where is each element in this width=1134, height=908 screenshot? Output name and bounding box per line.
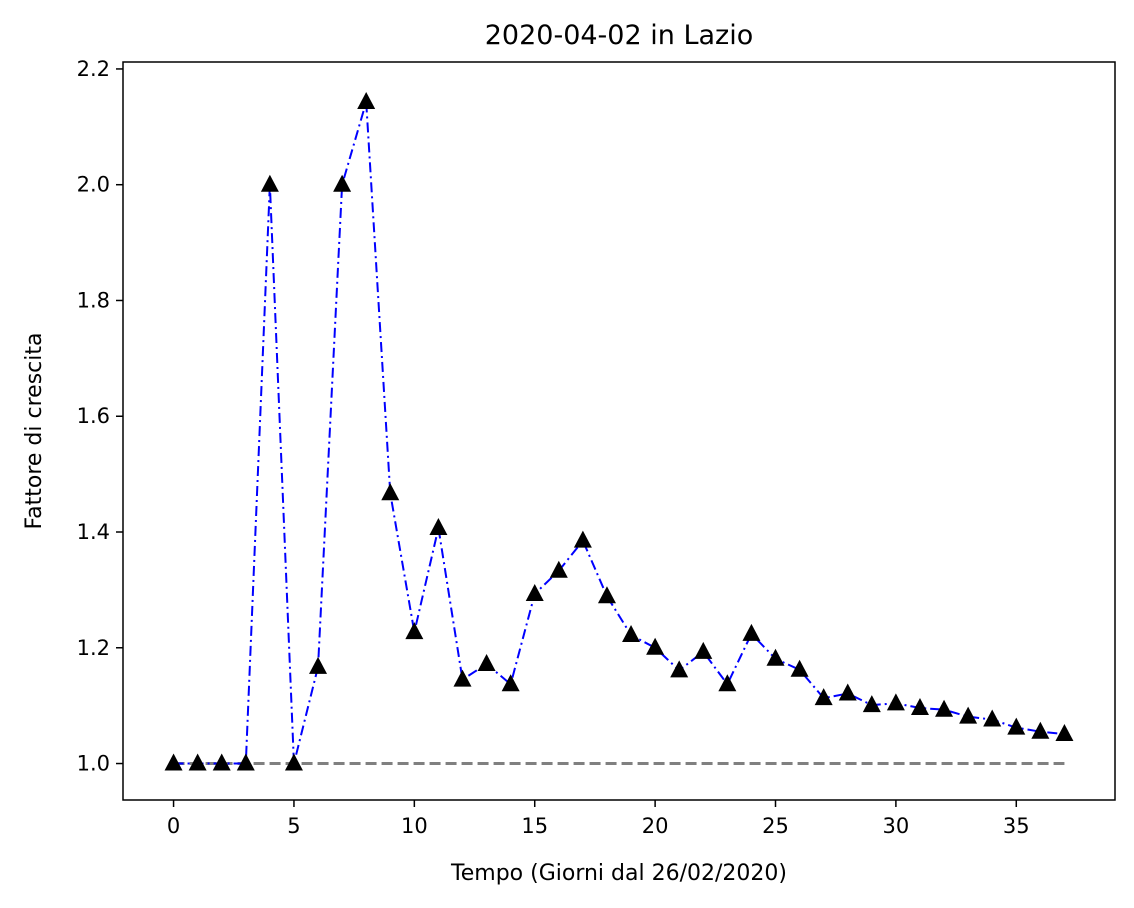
data-point-marker: [959, 706, 978, 724]
plot-frame: [122, 61, 1116, 801]
marker-layer: [164, 91, 1074, 771]
data-point-marker: [501, 674, 520, 692]
data-point-marker: [790, 659, 809, 677]
y-tick-label: 2.2: [77, 57, 110, 81]
x-axis-ticks: 0 5 10 15 20 25 30 35: [167, 800, 1030, 838]
chart-title: 2020-04-02 in Lazio: [485, 20, 753, 51]
growth-factor-line: [173, 100, 1065, 765]
y-tick-label: 1.6: [77, 404, 110, 428]
data-point-marker: [646, 637, 665, 655]
data-point-marker: [742, 623, 761, 641]
x-tick-label: 15: [521, 814, 548, 838]
data-point-marker: [333, 174, 352, 192]
data-point-marker: [597, 586, 616, 604]
x-tick-label: 0: [167, 814, 180, 838]
data-point-marker: [188, 753, 207, 771]
y-tick-label: 1.4: [77, 520, 110, 544]
x-tick-label: 25: [762, 814, 789, 838]
y-axis-ticks: 1.0 1.2 1.4 1.6 1.8 2.0 2.2: [77, 57, 123, 776]
x-tick-label: 5: [287, 814, 300, 838]
x-tick-label: 10: [401, 814, 428, 838]
data-point-marker: [236, 753, 255, 771]
y-tick-label: 1.0: [77, 752, 110, 776]
data-point-marker: [381, 483, 400, 501]
data-point-marker: [164, 753, 183, 771]
data-point-marker: [718, 674, 737, 692]
y-axis-label: Fattore di crescita: [22, 333, 47, 530]
data-point-marker: [862, 695, 881, 713]
data-point-marker: [622, 625, 641, 643]
data-point-marker: [260, 174, 279, 192]
data-point-marker: [694, 641, 713, 659]
x-tick-label: 30: [883, 814, 910, 838]
data-point-marker: [429, 517, 448, 535]
x-axis-label: Tempo (Giorni dal 26/02/2020): [450, 861, 787, 886]
data-point-marker: [1055, 724, 1074, 742]
data-point-marker: [525, 583, 544, 601]
data-point-marker: [573, 530, 592, 548]
data-point-marker: [983, 709, 1002, 727]
data-point-marker: [453, 669, 472, 687]
data-point-marker: [814, 688, 833, 706]
data-point-marker: [309, 656, 328, 674]
series-layer: [173, 100, 1065, 765]
data-point-marker: [886, 693, 905, 711]
data-point-marker: [549, 560, 568, 578]
data-point-marker: [357, 91, 376, 109]
data-point-marker: [1031, 721, 1050, 739]
data-point-marker: [212, 753, 231, 771]
data-point-marker: [766, 648, 785, 666]
data-point-marker: [477, 653, 496, 671]
x-tick-label: 35: [1003, 814, 1030, 838]
y-tick-label: 1.8: [77, 288, 110, 312]
data-point-marker: [284, 753, 303, 771]
data-point-marker: [838, 683, 857, 701]
data-point-marker: [910, 697, 929, 715]
x-tick-label: 20: [642, 814, 669, 838]
data-point-marker: [935, 699, 954, 717]
data-point-marker: [405, 622, 424, 640]
y-tick-label: 1.2: [77, 636, 110, 660]
data-point-marker: [1007, 717, 1026, 735]
data-point-marker: [670, 660, 689, 678]
y-tick-label: 2.0: [77, 173, 110, 197]
